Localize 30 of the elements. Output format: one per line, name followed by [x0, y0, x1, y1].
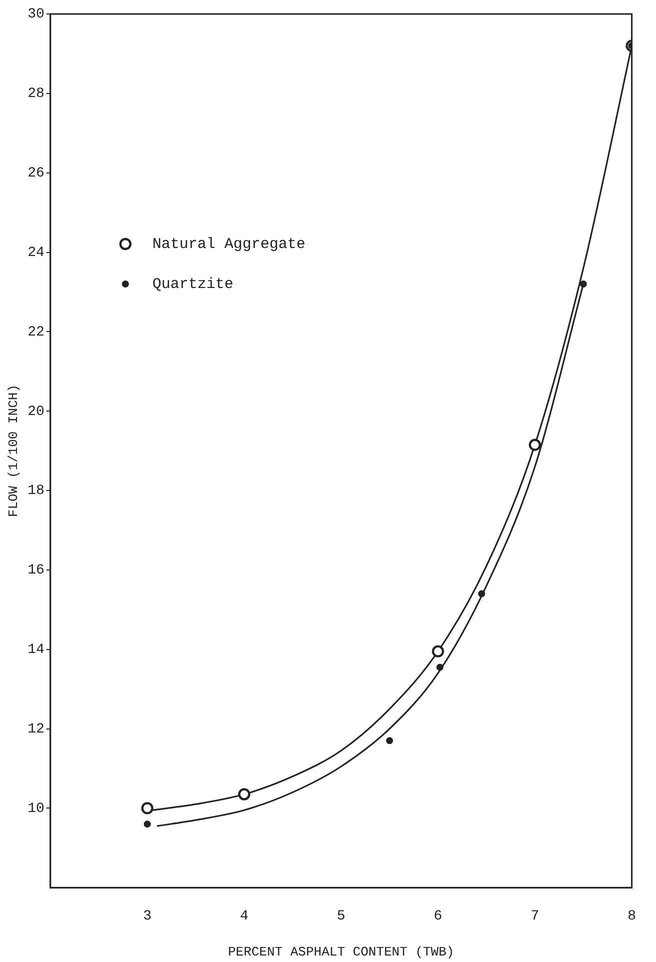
point	[432, 645, 444, 658]
x-tick-label: 3	[143, 908, 152, 925]
y-tick-label: 28	[28, 86, 44, 102]
y-tick-label: 10	[28, 800, 44, 817]
point	[141, 802, 154, 814]
y-tick-label: 22	[28, 324, 44, 340]
y-axis-title: FLOW (1/100 INCH)	[6, 384, 22, 518]
x-tick-label: 8	[628, 908, 636, 925]
legend-label: Quartzite	[152, 276, 234, 293]
x-axis-title: PERCENT ASPHALT CONTENT (TWB)	[228, 944, 454, 960]
point	[238, 788, 250, 800]
x-tick-label: 5	[336, 908, 346, 925]
x-tick-label: 6	[434, 908, 442, 925]
x-tick-label: 4	[240, 908, 248, 925]
y-tick-label: 20	[28, 404, 44, 420]
point	[580, 280, 587, 288]
legend-label: Natural Aggregate	[152, 236, 306, 253]
y-tick-label: 12	[28, 721, 44, 738]
point	[436, 664, 444, 671]
point	[528, 438, 541, 451]
y-tick-label: 30	[28, 6, 44, 23]
point	[386, 737, 394, 744]
y-tick-label: 14	[28, 642, 44, 658]
y-tick-label: 24	[28, 244, 44, 261]
y-tick-label: 26	[28, 166, 44, 182]
y-tick-label: 16	[28, 562, 44, 579]
point	[144, 820, 151, 828]
x-tick-label: 7	[530, 908, 540, 925]
y-tick-label: 18	[28, 483, 44, 500]
point	[478, 590, 486, 598]
